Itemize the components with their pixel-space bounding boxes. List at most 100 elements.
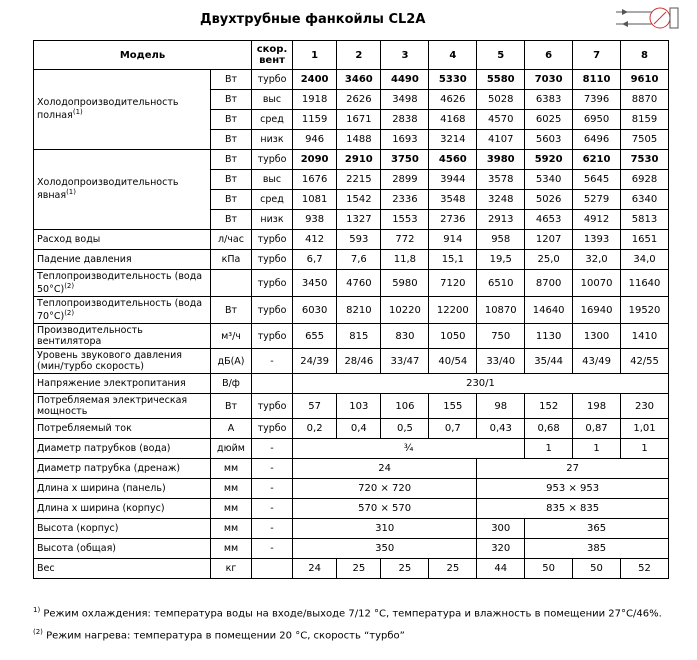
value: 43/49 <box>572 348 621 375</box>
row: Вт выс 1676 2215 2899 3944 3578 5340 5645 6928 <box>34 169 669 190</box>
footnote-ref: (2) <box>64 309 75 318</box>
row: Вт выс 1918 2626 3498 4626 5028 6383 7396 8870 <box>34 89 669 110</box>
unit: кПа <box>210 249 252 270</box>
value: 0,2 <box>291 418 338 440</box>
value: 42/55 <box>620 348 669 375</box>
value: 2899 <box>380 169 430 190</box>
speed: турбо <box>251 149 293 170</box>
unit: Вт <box>210 296 252 325</box>
value: 27 <box>476 458 669 480</box>
value: 4653 <box>524 209 574 230</box>
value: 1393 <box>572 229 621 250</box>
value: 50 <box>572 558 621 580</box>
value: 4760 <box>336 268 382 298</box>
value: 2913 <box>476 209 526 230</box>
value: 2910 <box>336 149 382 170</box>
spec-table: Модель скор. вент 1 2 3 4 5 6 7 8 Холодопроизводит… <box>33 40 669 580</box>
value: 2336 <box>380 189 430 210</box>
speed: турбо <box>251 268 293 298</box>
footnote: 1) Режим охлаждения: температура воды на… <box>33 604 673 620</box>
value: 8110 <box>572 69 621 90</box>
header-cell: 7 <box>572 40 621 70</box>
value: 198 <box>572 393 621 420</box>
label-text: Вес <box>37 563 55 575</box>
value: 6025 <box>524 109 574 130</box>
footnote-ref: (1) <box>72 108 83 117</box>
value: 106 <box>380 393 430 420</box>
value: 24 <box>291 558 338 580</box>
speed: турбо <box>251 393 293 420</box>
value: 8210 <box>336 296 382 325</box>
label-text: Теплопроизводительность (вода 50°C) <box>37 271 203 296</box>
header-cell: 4 <box>428 40 478 70</box>
unit: мм <box>210 478 252 500</box>
value: 11,8 <box>380 249 430 270</box>
value: 0,68 <box>524 418 574 440</box>
value: 365 <box>524 518 669 540</box>
value: 10870 <box>476 296 526 325</box>
value: 7505 <box>620 129 669 150</box>
value: 7530 <box>620 149 669 170</box>
value: 34,0 <box>620 249 669 270</box>
unit <box>210 268 252 298</box>
value: 655 <box>291 323 338 350</box>
value: 1 <box>524 438 574 460</box>
value: 5603 <box>524 129 574 150</box>
value: 0,43 <box>476 418 526 440</box>
value: 3248 <box>476 189 526 210</box>
value: 320 <box>476 538 526 560</box>
header-cell: скор. вент <box>251 40 293 70</box>
value: 1553 <box>380 209 430 230</box>
value: 5028 <box>476 89 526 110</box>
value: 19,5 <box>476 249 526 270</box>
value: 1 <box>572 438 621 460</box>
row: Теплопроизводительность (вода 50°C)(2) ту… <box>33 268 669 298</box>
value: 1081 <box>291 189 338 210</box>
value: 2626 <box>336 89 382 110</box>
value: 830 <box>380 323 430 350</box>
icon <box>616 7 679 29</box>
unit: мм <box>210 458 252 480</box>
label-text: Потребляемая электрическая мощность <box>37 395 188 418</box>
value: 4626 <box>428 89 478 110</box>
value: 52 <box>620 558 669 580</box>
value: 4107 <box>476 129 526 150</box>
row-label: Длина х ширина (панель) <box>33 478 211 500</box>
label-text: Потребляемый ток <box>37 423 132 435</box>
value: 5645 <box>572 169 621 190</box>
unit: м³/ч <box>210 323 252 350</box>
header-cell: 8 <box>620 40 669 70</box>
value: 2090 <box>291 149 338 170</box>
value: 3214 <box>428 129 478 150</box>
label-text: Высота (корпус) <box>37 523 119 535</box>
value: 6928 <box>620 169 669 190</box>
footnote-ref: (2) <box>64 282 75 290</box>
row: Вт низк 938 1327 1553 2736 2913 4653 4912 5813 <box>34 209 669 230</box>
unit: Вт <box>210 89 252 110</box>
value: 155 <box>428 393 478 420</box>
footnote-text: Режим охлаждения: температура воды на вх… <box>43 608 662 620</box>
value: 50 <box>524 558 574 580</box>
value: 3460 <box>336 69 382 90</box>
value: 1,01 <box>620 418 669 440</box>
unit: л/час <box>210 229 252 250</box>
row-label: Напряжение электропитания <box>33 373 211 395</box>
speed: - <box>251 538 293 560</box>
value: 1410 <box>620 323 669 350</box>
row-label: Уровень звукового давления (мин/турбо ск… <box>33 348 211 375</box>
row-label: Диаметр патрубка (дренаж) <box>33 458 211 480</box>
speed: выс <box>251 89 293 110</box>
value: 25 <box>336 558 382 580</box>
value: 152 <box>524 393 574 420</box>
unit: мм <box>210 518 252 540</box>
value: ¾ <box>291 438 526 460</box>
header-cell: 1 <box>291 40 338 70</box>
value: 0,5 <box>380 418 430 440</box>
row-label: Теплопроизводительность (вода 50°C)(2) <box>33 268 211 298</box>
value: 2400 <box>291 69 338 90</box>
value: 1159 <box>291 109 338 130</box>
unit: Вт <box>210 169 252 190</box>
value: 1651 <box>620 229 669 250</box>
unit: Вт <box>210 393 252 420</box>
value: 300 <box>476 518 526 540</box>
